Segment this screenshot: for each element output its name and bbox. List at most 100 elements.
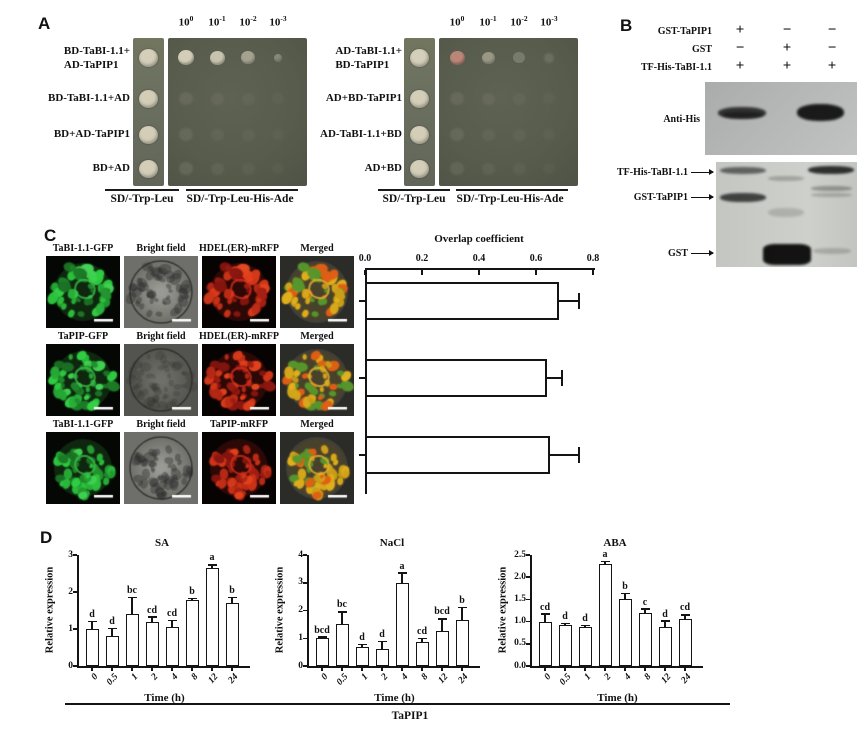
error-cap [357,643,367,646]
error-whisker [361,644,363,647]
microscopy-channel-label: TaBI-1.1-GFP [52,419,114,430]
x-tick-label: 0.8 [586,253,600,264]
microscopy-image-brightfield [124,256,198,328]
dilution-label: 10-2 [231,14,265,29]
microscopy-image-gfp [46,432,120,504]
microscopy-image-merged [280,432,354,504]
panel-a-label: A [38,14,51,33]
error-cap [127,596,137,599]
error-cap [167,619,177,622]
microscopy-image-gfp [46,344,120,416]
expression-chart-nacl: NaCl Relative expression 0 1 2 3 4 bcd 0 bc 0.5 d 1 d… [270,536,505,706]
bait-prey-row-label: AD-TaBI-1.1+BD [320,128,402,142]
bait-prey-row-label: AD+BD [365,162,402,176]
protoplast-cell-image [46,256,120,328]
row-label-line: BD-TaBI-1.1+ [63,45,130,57]
expression-bar [395,582,409,666]
yeast-colony [178,50,194,66]
yeast-colony [179,162,193,176]
y-tick-label: 1 [68,623,73,634]
blot-band-lane1b [723,112,763,118]
expression-bar [618,599,632,666]
significance-letter: b [189,585,195,597]
expression-bar [185,600,199,666]
error-cap [577,293,580,309]
error-cap [560,622,570,625]
y-tick-label: 4 [298,549,303,560]
error-cap [560,370,563,386]
protoplast-cell-image [124,256,198,328]
dilution-exponent: -2 [521,14,528,23]
microscopy-channel-label: Merged [300,419,334,430]
expression-bar [355,646,369,666]
error-cap [377,640,387,643]
y-tick-mark [73,628,77,630]
y-tick-label: 0.5 [514,638,526,649]
yeast-colony [450,128,464,142]
yeast-colony [272,93,284,105]
yeast-colony [210,128,224,141]
yeast-colony [481,162,495,175]
x-tick-mark [421,667,423,671]
expression-bar [85,629,99,666]
expression-bar [435,631,449,666]
x-tick-label: 0.6 [529,253,543,264]
microscopy-channel-label: HDEL(ER)-mRFP [199,243,279,254]
dilution-base: 10 [510,16,522,29]
x-tick-label: 0.0 [358,253,372,264]
gel-band-faint-lane2 [768,176,804,181]
yeast-colony [241,51,255,65]
y-axis-title: Relative expression [44,566,56,654]
significance-letter: a [399,560,405,572]
gel-band-faint-lane3b [811,193,852,197]
gel-row-arrow-icon [691,168,714,177]
microscopy-channel-label: TaBI-1.1-GFP [52,243,114,254]
chart-title: Overlap coefficient [434,233,524,245]
gel-band-tf-lane3 [808,166,854,174]
plus-minus-sign: + [782,40,792,56]
row-label-line: BD+AD-TaPIP1 [53,128,130,140]
x-tick-mark [381,667,383,671]
x-tick-mark [401,667,403,671]
y-tick-label: 2 [68,586,73,597]
error-cap [87,620,97,623]
microscopy-image-rfp [202,344,276,416]
dilution-exponent: 0 [189,14,194,23]
row-label-line: BD-TaPIP1 [335,58,390,71]
row-label-line: BD-TaBI-1.1+AD [48,92,130,104]
yeast-colony [481,92,495,105]
expression-bar [678,619,692,666]
x-axis-line [530,666,703,668]
dilution-base: 10 [178,16,190,29]
significance-letter: bcd [314,624,330,636]
significance-letter: bc [127,585,137,597]
yeast-colony [210,162,224,175]
expression-bar [415,642,429,666]
error-whisker [131,597,133,615]
y-tick-mark [303,637,307,639]
error-whisker [231,597,233,604]
x-axis-line [365,268,595,270]
x-tick-mark [211,667,213,671]
row-tick-mark [359,377,365,379]
x-tick-mark [421,270,423,275]
protoplast-cell-image [46,432,120,504]
yeast-colony [450,162,464,176]
error-whisker [558,300,579,302]
x-tick-mark [592,270,594,275]
microscopy-image-rfp [202,256,276,328]
x-axis-line [77,666,250,668]
dilution-base: 10 [208,16,220,29]
microscopy-image-merged [280,344,354,416]
bait-prey-row-label: BD+AD-TaPIP1 [54,128,130,142]
y-tick-label: 2.0 [514,571,526,582]
dilution-label: 10-1 [471,14,505,29]
expression-chart-aba: ABA Relative expression 0.0 0.5 1.0 1.5 2.0 2.5… [493,536,728,706]
yeast-colony [543,93,555,105]
dilution-exponent: -1 [219,14,226,23]
yeast-colony [274,54,282,62]
microscopy-image-brightfield [124,432,198,504]
yeast-colony [179,92,193,106]
x-tick-mark [461,667,463,671]
plus-minus-sign: + [827,58,837,74]
